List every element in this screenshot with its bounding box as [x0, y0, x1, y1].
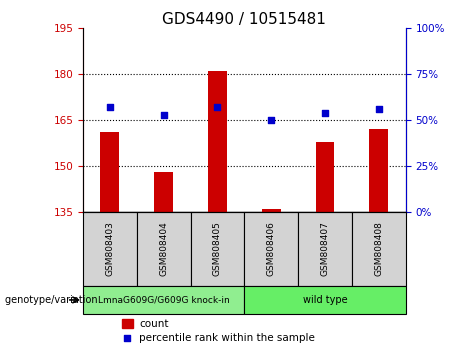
Text: GSM808406: GSM808406 — [267, 222, 276, 276]
Bar — [298, 212, 352, 286]
Point — [214, 104, 221, 110]
Point — [106, 104, 113, 110]
Text: wild type: wild type — [303, 295, 347, 305]
Bar — [83, 286, 244, 314]
Bar — [352, 212, 406, 286]
Bar — [137, 212, 190, 286]
Bar — [244, 212, 298, 286]
Text: GSM808405: GSM808405 — [213, 222, 222, 276]
Point — [321, 110, 329, 116]
Bar — [83, 212, 137, 286]
Bar — [154, 172, 173, 212]
Text: count: count — [139, 319, 169, 329]
Point — [124, 335, 131, 341]
Bar — [316, 142, 334, 212]
Text: GSM808404: GSM808404 — [159, 222, 168, 276]
Bar — [100, 132, 119, 212]
Text: percentile rank within the sample: percentile rank within the sample — [139, 333, 315, 343]
Bar — [190, 212, 244, 286]
Point — [267, 118, 275, 123]
Bar — [122, 319, 133, 328]
Title: GDS4490 / 10515481: GDS4490 / 10515481 — [162, 12, 326, 27]
Point — [160, 112, 167, 118]
Bar — [262, 209, 281, 212]
Text: LmnaG609G/G609G knock-in: LmnaG609G/G609G knock-in — [98, 296, 230, 304]
Bar — [208, 71, 227, 212]
Text: GSM808408: GSM808408 — [374, 222, 383, 276]
Text: GSM808407: GSM808407 — [320, 222, 330, 276]
Bar — [369, 130, 388, 212]
Point — [375, 106, 383, 112]
Text: GSM808403: GSM808403 — [106, 222, 114, 276]
Bar — [244, 286, 406, 314]
Text: genotype/variation: genotype/variation — [5, 295, 100, 305]
